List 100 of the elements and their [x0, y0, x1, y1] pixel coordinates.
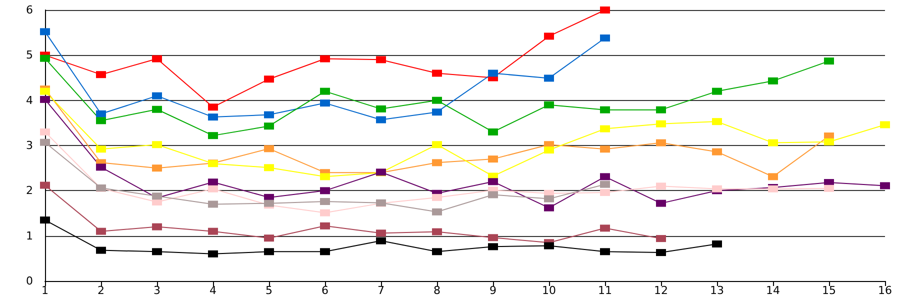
point [376, 105, 386, 112]
point [544, 32, 554, 40]
x-tick-label: 4 [210, 284, 216, 297]
point [768, 139, 778, 146]
point [152, 223, 162, 230]
point [600, 248, 610, 256]
point [320, 55, 330, 62]
point [712, 118, 722, 126]
point [152, 55, 162, 62]
point [40, 28, 50, 36]
y-tick-label: 2 [26, 184, 33, 198]
point [600, 6, 610, 14]
point [152, 92, 162, 100]
point [656, 235, 666, 242]
y-tick-label: 3 [26, 139, 33, 152]
point [96, 246, 106, 254]
x-tick-label: 9 [490, 284, 496, 297]
point [768, 173, 778, 180]
point [320, 100, 330, 107]
point [712, 148, 722, 156]
point [824, 138, 834, 146]
point [432, 96, 442, 104]
point [712, 240, 722, 248]
point [264, 76, 274, 83]
point [320, 248, 330, 256]
point [600, 125, 610, 132]
point [432, 70, 442, 77]
point [264, 122, 274, 130]
x-tick-label: 10 [542, 284, 556, 297]
point [656, 182, 666, 190]
point [376, 56, 386, 64]
point [544, 242, 554, 250]
point [488, 191, 498, 198]
point [432, 228, 442, 236]
x-tick-label: 8 [434, 284, 440, 297]
x-tick-label: 1 [42, 284, 48, 297]
point [656, 120, 666, 128]
point [320, 209, 330, 216]
point [96, 164, 106, 171]
point [656, 139, 666, 146]
point [600, 188, 610, 196]
point [432, 108, 442, 116]
x-tick-label: 13 [710, 284, 724, 297]
point [544, 204, 554, 212]
x-tick-label: 11 [598, 284, 612, 297]
point [600, 173, 610, 180]
point [40, 54, 50, 62]
point [152, 248, 162, 256]
point [208, 250, 218, 258]
point [488, 243, 498, 250]
x-tick-label: 16 [878, 284, 892, 297]
y-tick-label: 4 [26, 94, 33, 107]
point [544, 146, 554, 154]
point [152, 141, 162, 148]
point [96, 71, 106, 78]
point [208, 200, 218, 208]
point [320, 222, 330, 230]
point [376, 230, 386, 237]
point [208, 104, 218, 111]
point [96, 110, 106, 118]
point [544, 74, 554, 82]
point [376, 237, 386, 244]
point [488, 178, 498, 186]
point [152, 106, 162, 113]
point [320, 198, 330, 206]
point [432, 159, 442, 166]
point [432, 141, 442, 148]
x-tick-label: 15 [822, 284, 836, 297]
point [824, 184, 834, 192]
point [880, 121, 890, 128]
point [264, 145, 274, 152]
point [208, 228, 218, 235]
point [544, 101, 554, 108]
point [488, 234, 498, 242]
y-tick-label: 1 [26, 229, 33, 242]
point [208, 185, 218, 192]
x-tick-label: 2 [98, 284, 104, 297]
point [264, 248, 274, 256]
point [376, 116, 386, 124]
point [208, 132, 218, 140]
point [432, 208, 442, 216]
point [320, 173, 330, 180]
point [96, 228, 106, 235]
x-tick-label: 6 [322, 284, 328, 297]
point [488, 70, 498, 77]
point [40, 138, 50, 146]
point [600, 146, 610, 153]
point [824, 58, 834, 65]
point [152, 164, 162, 172]
x-tick-label: 14 [766, 284, 780, 297]
point [208, 114, 218, 121]
point [432, 194, 442, 201]
point [656, 200, 666, 207]
y-tick-label: 6 [26, 4, 33, 16]
point [96, 146, 106, 153]
point [600, 224, 610, 232]
point [320, 88, 330, 95]
point [40, 128, 50, 136]
point [96, 117, 106, 124]
point [656, 106, 666, 114]
